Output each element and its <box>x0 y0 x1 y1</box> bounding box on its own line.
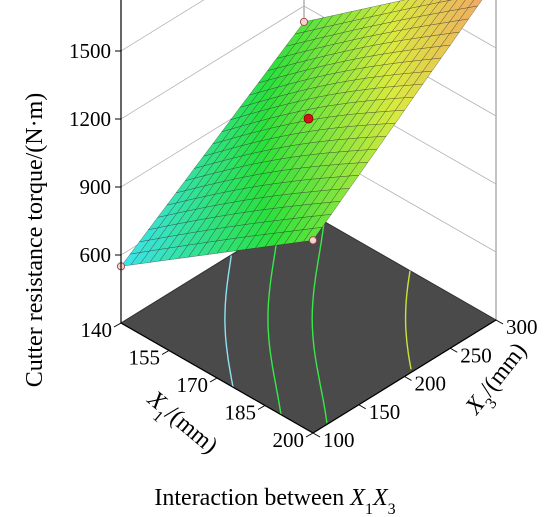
center-point <box>303 113 314 124</box>
response-surface <box>120 0 483 267</box>
design-point-3 <box>308 236 318 245</box>
x3-tick-mark <box>495 319 504 325</box>
x3-tick-label: 300 <box>506 315 538 339</box>
x3-tick-mark <box>450 347 458 353</box>
floor-contour-1050 <box>267 227 282 415</box>
x3-tick-mark <box>358 404 366 410</box>
x1-axis-title: X1/(mm) <box>138 385 223 464</box>
axis-labels: Cutter resistance torque/(N·m) X1/(mm) X… <box>22 93 532 517</box>
z-tick-label: 600 <box>80 243 112 267</box>
z-axis-title: Cutter resistance torque/(N·m) <box>22 93 48 388</box>
z-tick-label: 900 <box>80 175 112 199</box>
floor-contour-900 <box>224 255 234 388</box>
x1-tick-label: 170 <box>177 373 209 397</box>
z-tick-label: 1200 <box>69 107 111 131</box>
x3-tick-mark <box>404 376 412 381</box>
caption-var-2: X <box>372 485 389 511</box>
z-tick-label: 1500 <box>69 39 111 63</box>
floor-contour-1500 <box>404 270 412 370</box>
x1-tick-label: 140 <box>81 318 113 342</box>
caption-sub-1: 1 <box>365 501 373 517</box>
x1-tick-mark <box>161 350 170 355</box>
caption-prefix: Interaction between <box>154 485 350 511</box>
caption-var-1: X <box>349 485 366 511</box>
x3-tick-label: 100 <box>323 428 355 452</box>
x3-tick-label: 200 <box>415 372 447 396</box>
x1-tick-mark <box>257 405 266 410</box>
surface-cell <box>120 252 141 267</box>
axis-ticks: 6009001200150018001401551701852001001502… <box>69 39 538 452</box>
wall-gridline-1200 <box>120 5 497 120</box>
x1-tick-mark <box>113 322 122 328</box>
figure-caption: Interaction between X1X3 <box>154 485 395 517</box>
x1-axis-unit: /(mm) <box>160 401 223 459</box>
design-point-2 <box>299 17 309 26</box>
x1-tick-mark <box>209 377 218 383</box>
x3-tick-label: 250 <box>460 343 492 367</box>
x3-tick-mark <box>312 432 321 438</box>
x1-tick-label: 185 <box>225 401 257 425</box>
x1-tick-mark <box>305 432 314 438</box>
x3-tick-label: 150 <box>369 400 401 424</box>
x1-tick-label: 155 <box>129 346 161 370</box>
caption-sub-2: 3 <box>388 501 396 517</box>
x1-tick-label: 200 <box>273 428 305 452</box>
floor-contour-1200 <box>311 221 328 423</box>
